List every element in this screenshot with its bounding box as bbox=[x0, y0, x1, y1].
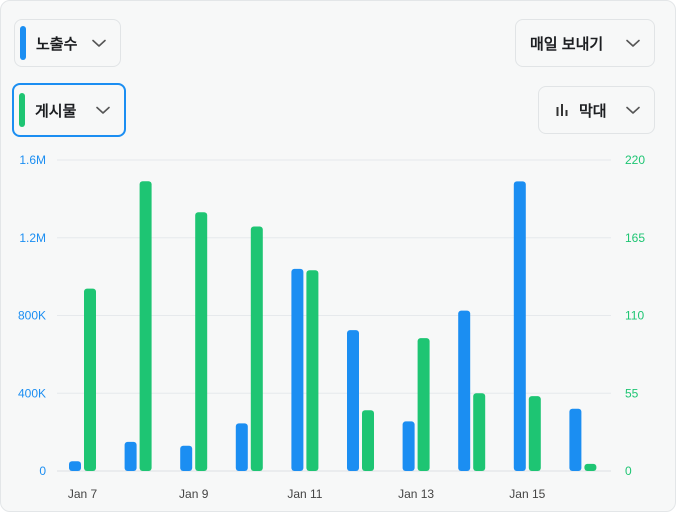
bar-secondary bbox=[584, 463, 597, 471]
bar-primary bbox=[569, 408, 582, 471]
bar-primary bbox=[235, 423, 248, 471]
x-tick-label: Jan 11 bbox=[287, 487, 322, 501]
bar-secondary bbox=[362, 410, 374, 471]
bar-secondary bbox=[417, 338, 430, 471]
y-right-tick-label: 165 bbox=[625, 231, 645, 245]
x-tick-label: Jan 9 bbox=[179, 487, 209, 501]
bar-secondary bbox=[195, 212, 208, 471]
metric-secondary-dropdown[interactable]: 게시물 bbox=[12, 83, 126, 137]
y-left-tick-label: 0 bbox=[39, 464, 46, 478]
y-right-tick-label: 0 bbox=[625, 464, 632, 478]
metric-primary-label: 노출수 bbox=[36, 35, 78, 53]
chevron-down-icon bbox=[626, 106, 640, 115]
interval-dropdown[interactable]: 매일 보내기 bbox=[515, 19, 655, 67]
x-tick-label: Jan 15 bbox=[509, 487, 545, 501]
bar-secondary bbox=[139, 181, 152, 472]
x-tick-label: Jan 13 bbox=[398, 487, 434, 501]
metric-primary-dropdown[interactable]: 노출수 bbox=[14, 19, 121, 67]
chart-type-label: 막대 bbox=[579, 102, 607, 120]
y-left-tick-label: 400K bbox=[18, 386, 46, 400]
bar-secondary bbox=[250, 226, 263, 471]
bar-primary bbox=[69, 461, 81, 471]
y-left-tick-label: 1.6M bbox=[19, 153, 46, 167]
metric-secondary-color-swatch bbox=[19, 93, 25, 127]
bar-chart: 0 0 400K 55 800K 110 1.2M 165 1.6M 220 Jan 7 Jan 9 J… bbox=[18, 153, 645, 501]
bar-secondary bbox=[306, 270, 319, 471]
chevron-down-icon bbox=[92, 39, 106, 48]
interval-label: 매일 보내기 bbox=[530, 35, 604, 53]
y-left-tick-label: 800K bbox=[18, 309, 46, 323]
bar-primary bbox=[180, 445, 193, 471]
y-right-tick-label: 220 bbox=[625, 153, 645, 167]
bar-primary bbox=[291, 268, 304, 471]
bar-primary bbox=[513, 181, 526, 471]
chevron-down-icon bbox=[96, 106, 110, 115]
bar-secondary bbox=[528, 396, 541, 471]
metric-primary-color-swatch bbox=[20, 26, 26, 60]
bar-primary bbox=[402, 421, 415, 471]
chart-type-dropdown[interactable]: 막대 bbox=[538, 86, 655, 134]
metric-secondary-label: 게시물 bbox=[35, 102, 77, 120]
x-tick-label: Jan 7 bbox=[68, 487, 98, 501]
bar-primary bbox=[347, 330, 359, 471]
y-left-tick-label: 1.2M bbox=[19, 231, 46, 245]
bar-primary bbox=[124, 441, 137, 471]
bar-secondary bbox=[84, 288, 96, 471]
y-right-tick-label: 55 bbox=[625, 386, 639, 400]
chart-panel: 노출수 매일 보내기 게시물 막대 0 0 400K 55 800K 110 1.2M bbox=[0, 0, 676, 512]
bar-chart-icon bbox=[556, 104, 569, 116]
y-right-tick-label: 110 bbox=[625, 309, 644, 323]
chevron-down-icon bbox=[626, 39, 640, 48]
bar-primary bbox=[458, 310, 471, 471]
bar-secondary bbox=[473, 393, 486, 471]
